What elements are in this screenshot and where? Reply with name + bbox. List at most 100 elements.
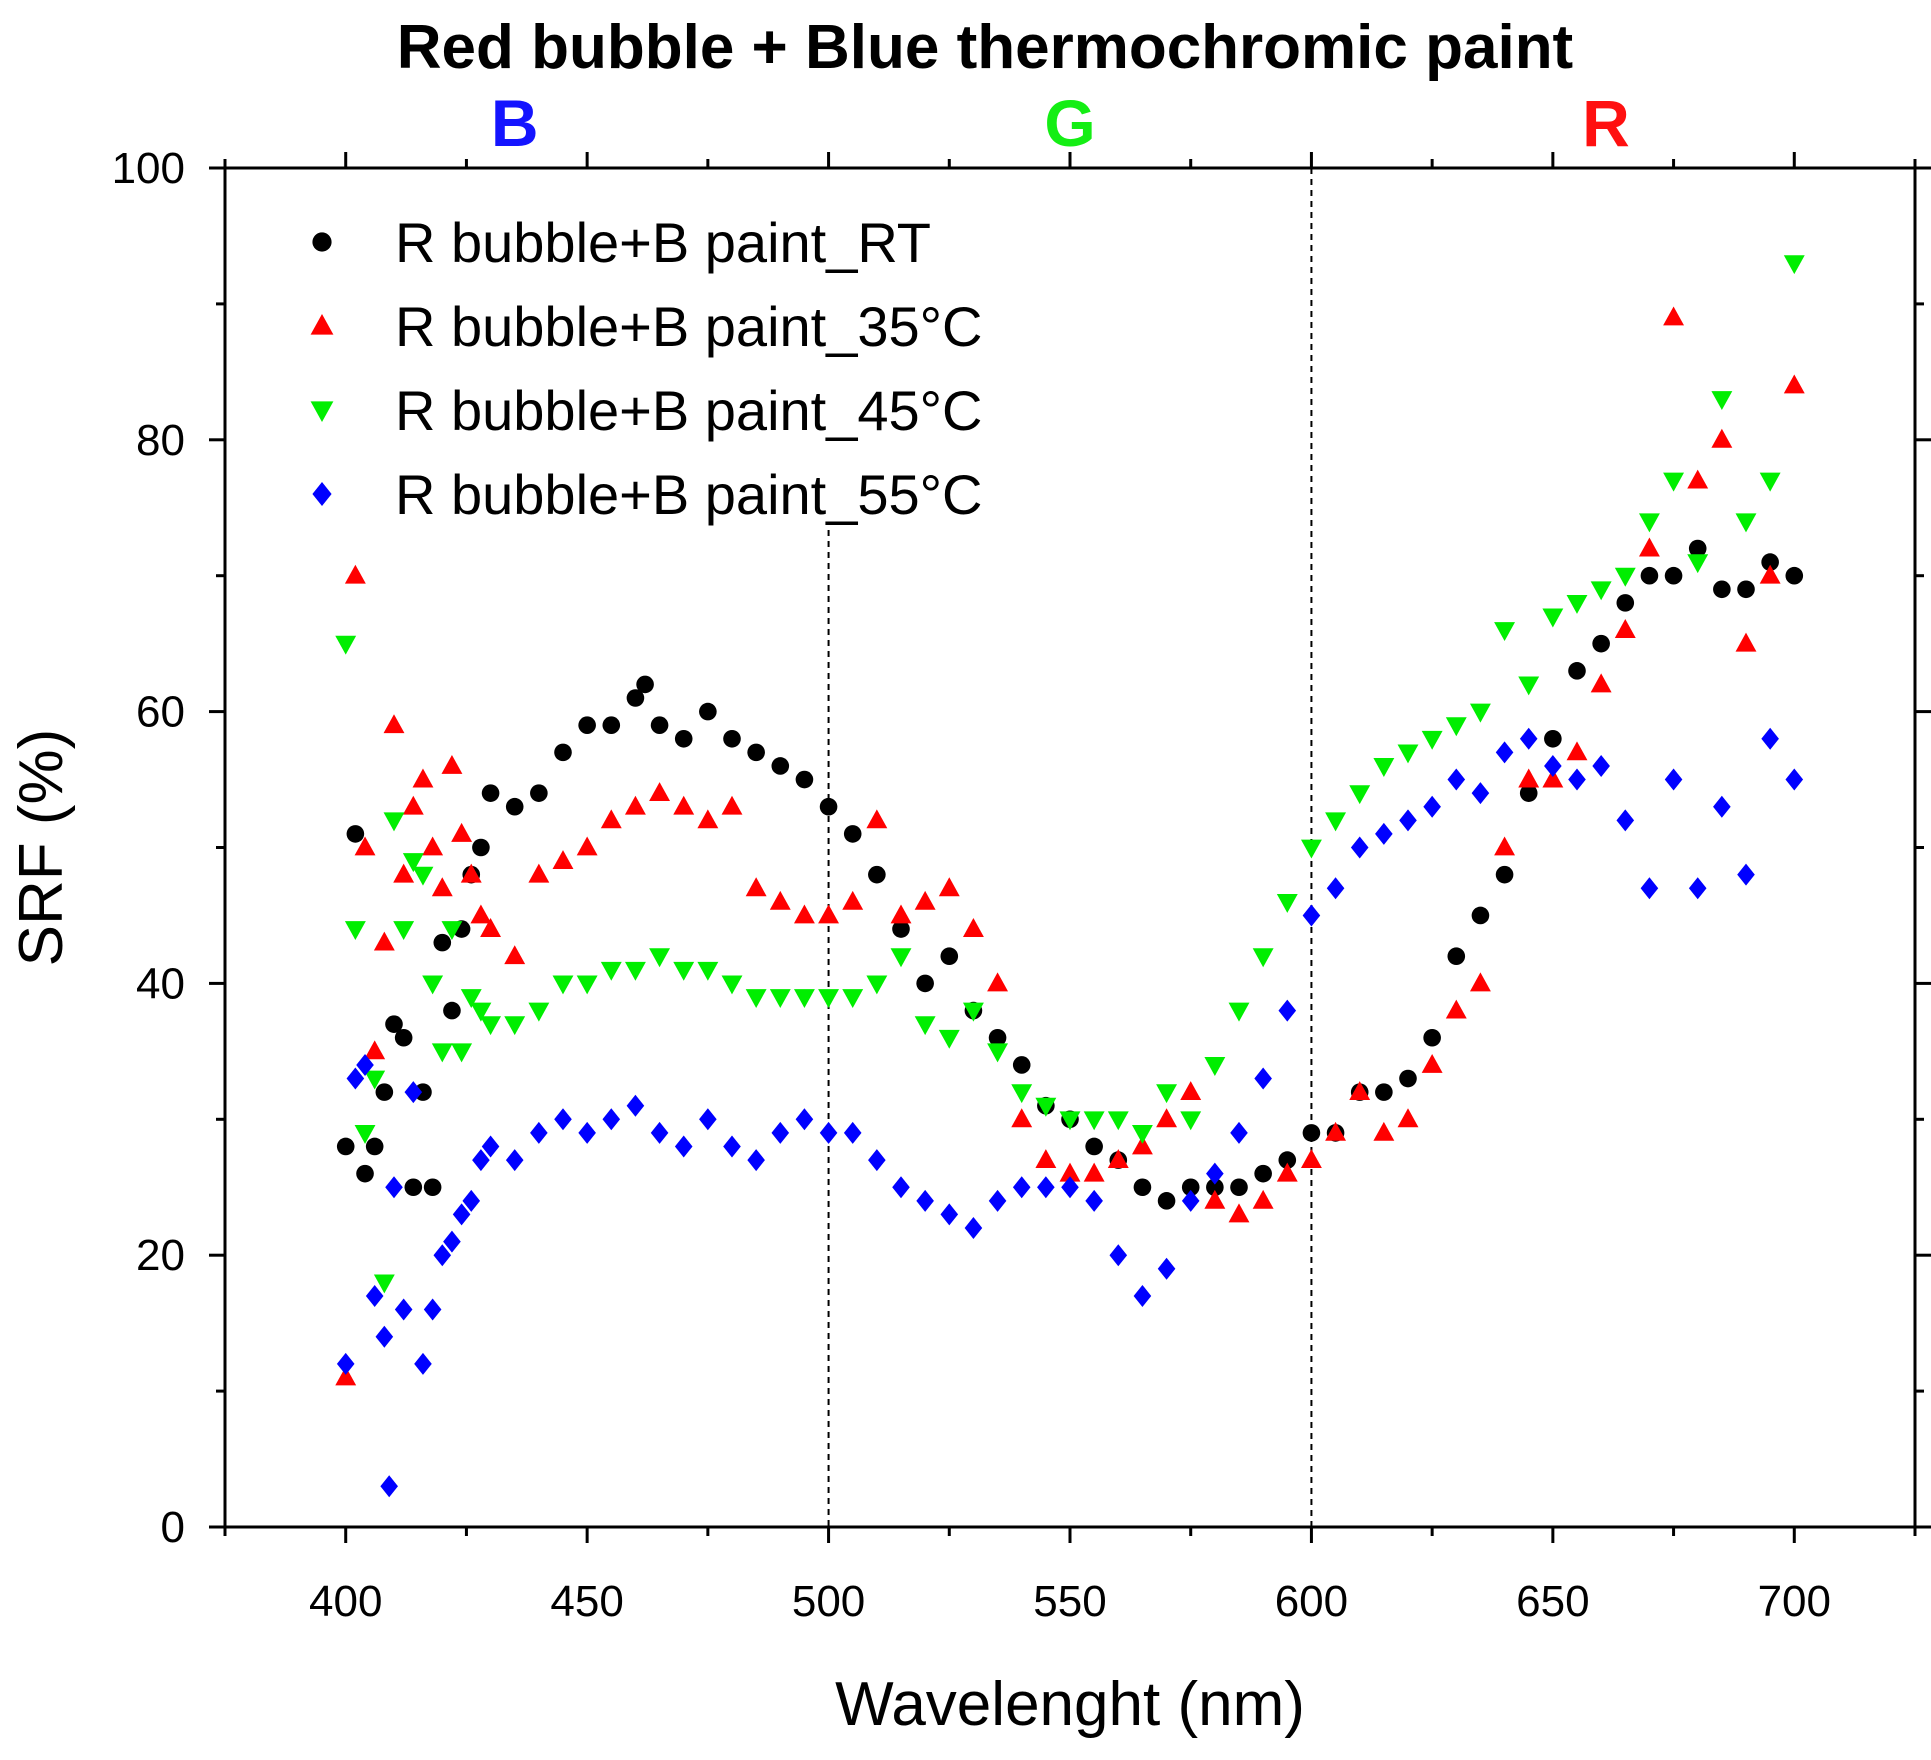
data-point [1783,374,1805,394]
data-point [1083,1162,1105,1182]
data-point [697,809,719,829]
data-point [422,975,444,995]
data-point [1156,1084,1178,1104]
y-tick-label: 0 [161,1503,185,1552]
data-point [1107,1149,1129,1168]
data-point [1373,758,1395,777]
data-point [1375,822,1393,845]
data-point [1783,255,1805,275]
data-point [1206,1162,1224,1185]
data-point [470,904,492,924]
data-point [1399,1069,1417,1088]
data-point [1037,1176,1055,1199]
data-point [528,1002,550,1022]
data-point [673,961,695,981]
data-point [336,1352,355,1375]
data-point [624,961,646,981]
data-point [1735,513,1757,533]
data-point [1302,1124,1321,1142]
y-axis-label: SRF (%) [7,729,76,967]
data-point [771,757,790,775]
data-point [393,863,415,883]
data-point [344,921,366,941]
data-point [402,795,424,815]
data-points [335,255,1805,1498]
data-point [364,1040,386,1060]
data-point [626,1094,645,1117]
data-point [962,918,984,937]
x-axis: 400 450 500 550 600 650 700 [223,152,1917,1626]
data-point [1542,608,1564,628]
data-point [1614,567,1636,587]
data-point [530,784,548,802]
data-point [962,1002,984,1022]
data-point [364,1070,386,1090]
data-point [412,768,434,788]
data-point [890,948,912,968]
data-point [818,904,840,924]
data-point [1785,566,1804,585]
data-point [578,716,596,734]
data-point [914,1016,936,1036]
data-point [1688,877,1707,900]
data-point [1469,703,1491,723]
data-point [988,1189,1007,1212]
data-point [1252,948,1274,968]
data-point [819,797,838,816]
x-tick-label: 700 [1758,1577,1831,1626]
data-point [699,702,717,721]
data-point [423,1178,442,1197]
data-point [1494,622,1516,642]
data-point [1494,836,1516,856]
data-point [1469,972,1491,992]
data-point [1325,812,1347,832]
data-point [1590,581,1612,601]
legend-marker [310,401,334,422]
data-point [460,863,482,883]
data-point [1156,1108,1178,1128]
data-point [1206,1178,1224,1197]
data-point [1423,795,1441,818]
data-point [1568,662,1586,680]
data-point [1421,730,1443,750]
data-point [600,961,622,981]
data-point [422,836,444,856]
data-point [451,1043,473,1063]
data-point [1614,619,1636,638]
data-point [1011,1108,1033,1128]
data-point [1737,863,1755,886]
legend-label: R bubble+B paint_35°C [395,295,982,358]
data-point [375,1083,394,1101]
data-point [375,1325,394,1348]
data-point [1447,768,1466,791]
data-point [1735,632,1757,652]
legend-marker [312,232,332,252]
data-point [868,1149,886,1172]
data-point [335,635,357,655]
data-point [552,850,574,870]
data-point [1761,727,1779,750]
data-point [505,797,524,816]
data-point [1083,1111,1105,1131]
data-point [394,1298,413,1321]
data-point [1566,741,1588,761]
x-tick-label: 400 [309,1577,382,1626]
data-point [346,825,365,843]
data-point [1664,566,1683,585]
series-3 [335,255,1805,1294]
data-point [1566,594,1588,614]
data-point [554,1108,572,1131]
data-point [1012,1056,1031,1074]
data-point [1445,717,1467,737]
data-point [1061,1176,1079,1199]
legend-label: R bubble+B paint_55°C [395,463,982,526]
data-point [1157,1192,1176,1210]
data-point [940,1203,959,1226]
data-point [602,1108,621,1131]
data-point [1592,634,1610,653]
data-point [747,743,765,762]
data-point [1688,539,1707,558]
y-axis: 0 20 40 60 80 100 [112,144,1931,1552]
data-point [505,1149,524,1172]
